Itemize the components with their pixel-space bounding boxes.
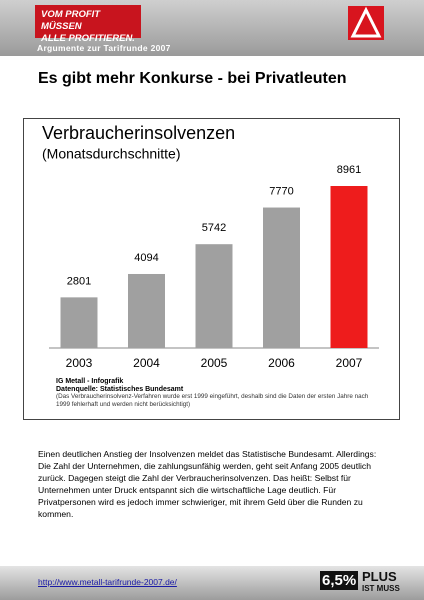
header: VOM PROFIT MÜSSEN ALLE PROFITIEREN. Argu… [0,0,424,56]
source: IG Metall - Infografik [56,378,123,385]
note: (Das Verbraucherinsolvenz-Verfahren wurd… [56,393,369,408]
x-tick-label: 2003 [66,356,93,370]
source: Datenquelle: Statistisches Bundesamt [56,386,184,393]
value-label: 2801 [67,275,91,287]
bar [263,207,300,348]
badge-number: 6,5% [320,571,359,590]
badge-plus: PLUS [362,569,397,584]
x-tick-label: 2005 [201,356,228,370]
bar [195,244,233,348]
header-subtitle: Argumente zur Tarifrunde 2007 [37,43,171,53]
slogan-line: VOM PROFIT MÜSSEN [41,9,101,32]
logo [348,6,384,40]
footer-link[interactable]: http://www.metall-tarifrunde-2007.de/ [38,577,177,587]
page-title: Es gibt mehr Konkurse - bei Privatleuten [38,70,347,87]
value-label: 5742 [202,222,226,234]
badge-muss: IST MUSS [362,584,400,593]
chart-title: Verbraucherinsolvenzen [42,123,235,143]
chart: Verbraucherinsolvenzen (Monatsdurchschni… [42,123,379,408]
x-tick-label: 2004 [133,356,160,370]
value-label: 8961 [337,164,361,176]
bar [60,297,98,348]
value-label: 4094 [134,252,158,264]
x-tick-label: 2006 [268,356,295,370]
slogan-box: VOM PROFIT MÜSSEN ALLE PROFITIEREN. [35,5,141,44]
bar [128,273,165,348]
slogan-line: ALLE PROFITIEREN. [41,33,135,44]
bar [330,186,368,348]
chart-frame: Verbraucherinsolvenzen (Monatsdurchschni… [23,118,400,420]
footer: http://www.metall-tarifrunde-2007.de/ 6,… [0,566,424,600]
body-text: Einen deutlichen Anstieg der Insolvenzen… [38,449,377,519]
value-label: 7770 [269,185,293,197]
logo-mark [350,6,382,38]
chart-subtitle: (Monatsdurchschnitte) [42,146,181,162]
x-tick-label: 2007 [336,356,363,370]
note-wrap: (Das Verbraucherinsolvenz-Verfahren wurd… [56,393,369,408]
